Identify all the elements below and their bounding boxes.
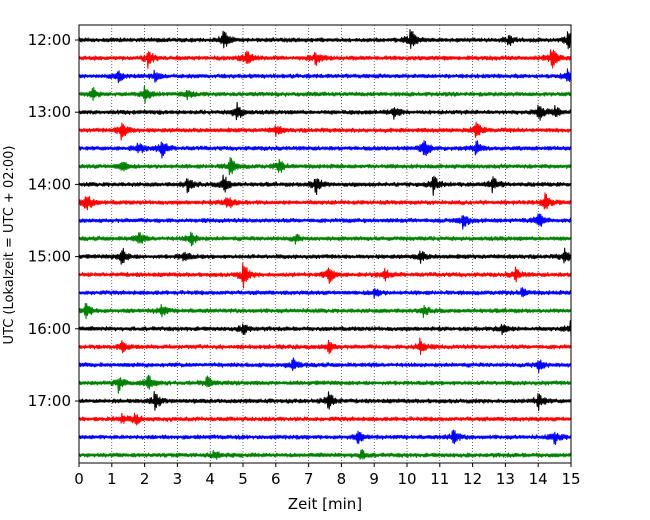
trace-1700: [78, 391, 572, 412]
trace-1615: [78, 337, 572, 356]
x-tick-label-12: 12: [463, 470, 482, 488]
seismic-traces: [78, 29, 572, 460]
trace-1730: [78, 429, 572, 445]
trace-1300: [78, 102, 572, 121]
trace-1245: [78, 85, 572, 104]
trace-1215: [78, 49, 572, 69]
x-tick-label-5: 5: [238, 470, 248, 488]
y-axis-ticks: 12:00 13:00 14:00 15:00 16:00 17:00: [28, 31, 79, 410]
y-tick-label-17:00: 17:00: [28, 392, 71, 410]
trace-1445: [78, 231, 572, 247]
y-tick-label-13:00: 13:00: [28, 103, 71, 121]
trace-1715: [78, 412, 572, 426]
x-tick-label-2: 2: [140, 470, 150, 488]
y-tick-label-15:00: 15:00: [28, 248, 71, 266]
trace-1515: [78, 262, 572, 289]
trace-1630: [78, 357, 572, 374]
x-tick-label-7: 7: [304, 470, 314, 488]
grid-lines: [111, 25, 539, 463]
trace-1430: [78, 213, 572, 230]
x-tick-label-13: 13: [496, 470, 515, 488]
x-tick-label-11: 11: [430, 470, 449, 488]
y-tick-label-14:00: 14:00: [28, 175, 71, 193]
plot-frame: [78, 24, 572, 464]
x-tick-label-0: 0: [74, 470, 84, 488]
x-tick-label-15: 15: [561, 470, 580, 488]
trace-1330: [78, 140, 572, 159]
x-tick-label-8: 8: [337, 470, 347, 488]
x-tick-label-3: 3: [173, 470, 183, 488]
trace-1530: [78, 287, 572, 299]
trace-1545: [78, 302, 572, 320]
y-axis-label: UTC (Lokalzeit = UTC + 02:00): [2, 146, 17, 345]
trace-1600: [78, 320, 572, 336]
x-tick-label-1: 1: [107, 470, 117, 488]
x-tick-label-14: 14: [529, 470, 548, 488]
trace-1745: [78, 448, 572, 460]
x-tick-label-6: 6: [271, 470, 281, 488]
trace-1345: [78, 157, 572, 176]
trace-1200: [78, 29, 572, 50]
x-tick-label-4: 4: [205, 470, 215, 488]
y-tick-label-12:00: 12:00: [28, 31, 71, 49]
trace-1315: [78, 121, 572, 141]
x-axis-ticks: 0 1 2 3 4 5 6 7 8 9 10 11 12 13 14 15: [74, 463, 581, 488]
x-tick-label-9: 9: [369, 470, 379, 488]
trace-1230: [78, 68, 572, 84]
y-tick-label-16:00: 16:00: [28, 320, 71, 338]
trace-1645: [78, 374, 572, 394]
x-tick-label-10: 10: [397, 470, 416, 488]
x-axis-label: Zeit [min]: [288, 495, 362, 513]
trace-1415: [78, 192, 572, 211]
trace-1400: [78, 174, 572, 196]
trace-1500: [78, 247, 572, 265]
